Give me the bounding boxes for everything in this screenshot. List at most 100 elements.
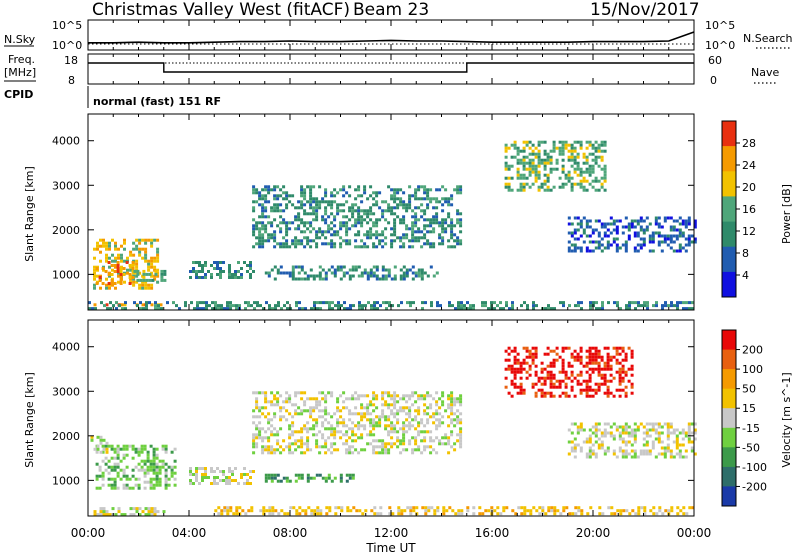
velocity-cell bbox=[279, 427, 283, 431]
velocity-cell bbox=[553, 506, 557, 510]
power-cell bbox=[646, 307, 649, 311]
power-cell bbox=[334, 304, 337, 308]
power-cell bbox=[189, 270, 192, 273]
power-cell bbox=[534, 173, 538, 177]
velocity-cell bbox=[276, 403, 280, 407]
power-cell bbox=[564, 173, 568, 177]
power-cell bbox=[522, 176, 526, 180]
power-cell bbox=[426, 188, 430, 192]
power-cell bbox=[687, 243, 691, 247]
velocity-cell bbox=[258, 427, 262, 431]
velocity-cell bbox=[624, 352, 628, 356]
velocity-cell bbox=[330, 430, 334, 434]
power-cell bbox=[331, 301, 334, 305]
power-cell bbox=[327, 215, 331, 219]
power-cell bbox=[411, 271, 415, 275]
velocity-cell bbox=[259, 509, 263, 513]
x-tick-label: 00:00 bbox=[677, 526, 712, 540]
power-cell bbox=[216, 273, 219, 276]
velocity-cell bbox=[666, 428, 670, 432]
velocity-cell bbox=[396, 409, 400, 413]
velocity-cell bbox=[516, 358, 520, 362]
power-cell bbox=[333, 271, 337, 275]
velocity-cell bbox=[549, 376, 553, 380]
power-cell bbox=[258, 242, 262, 246]
velocity-cell bbox=[534, 364, 538, 368]
velocity-cell bbox=[624, 370, 628, 374]
velocity-cell bbox=[567, 394, 571, 398]
power-cell bbox=[297, 227, 301, 231]
power-cell bbox=[552, 167, 556, 171]
power-cell bbox=[546, 155, 550, 159]
velocity-cell bbox=[606, 352, 610, 356]
velocity-cell bbox=[300, 391, 304, 395]
power-cell bbox=[378, 277, 382, 281]
power-cell bbox=[148, 272, 152, 276]
power-cell bbox=[561, 164, 565, 168]
velocity-cell bbox=[606, 346, 610, 350]
power-cell bbox=[310, 307, 313, 311]
power-cell bbox=[573, 249, 577, 253]
velocity-cell bbox=[603, 431, 607, 435]
power-cell bbox=[522, 185, 526, 189]
velocity-cell bbox=[639, 452, 643, 456]
velocity-cell bbox=[345, 448, 349, 452]
velocity-cell bbox=[570, 364, 574, 368]
velocity-cell bbox=[354, 448, 358, 452]
velocity-cell bbox=[573, 355, 577, 359]
power-cell bbox=[444, 221, 448, 225]
velocity-cell bbox=[435, 436, 439, 440]
power-cell bbox=[267, 233, 271, 237]
velocity-cell bbox=[597, 437, 601, 441]
velocity-cell bbox=[642, 425, 646, 429]
power-cell bbox=[348, 242, 352, 246]
velocity-cell bbox=[666, 443, 670, 447]
velocity-cell bbox=[466, 506, 470, 510]
power-cell bbox=[336, 206, 340, 210]
power-cell bbox=[384, 268, 388, 272]
power-cell bbox=[411, 277, 415, 281]
velocity-cell bbox=[502, 506, 506, 510]
power-cell bbox=[592, 301, 595, 305]
power-cell bbox=[570, 188, 574, 192]
velocity-cell bbox=[315, 421, 319, 425]
power-cell bbox=[282, 245, 286, 249]
velocity-cell bbox=[128, 444, 132, 448]
power-cell bbox=[369, 230, 373, 234]
velocity-cell bbox=[261, 406, 265, 410]
power-cell bbox=[406, 301, 409, 305]
velocity-cell bbox=[589, 506, 593, 510]
power-cell bbox=[96, 274, 99, 278]
power-cell bbox=[447, 239, 451, 243]
velocity-cell bbox=[588, 352, 592, 356]
power-cell bbox=[315, 236, 319, 240]
power-cell bbox=[381, 239, 385, 243]
power-cell bbox=[342, 271, 346, 275]
velocity-cell bbox=[522, 367, 526, 371]
power-cell bbox=[637, 304, 640, 308]
power-cell bbox=[558, 152, 562, 156]
power-cell bbox=[252, 224, 256, 228]
velocity-cell bbox=[267, 400, 271, 404]
velocity-cell bbox=[146, 471, 150, 475]
velocity-cell bbox=[155, 477, 159, 481]
velocity-cell bbox=[387, 406, 391, 410]
velocity-cell bbox=[366, 406, 370, 410]
power-cell bbox=[214, 304, 217, 308]
velocity-cell bbox=[300, 445, 304, 449]
velocity-cell bbox=[603, 391, 607, 395]
velocity-cell bbox=[255, 391, 259, 395]
power-cell bbox=[348, 277, 352, 281]
power-cell bbox=[258, 227, 262, 231]
power-cell bbox=[552, 149, 556, 153]
power-cell bbox=[528, 158, 532, 162]
power-cell bbox=[603, 164, 607, 168]
power-cell bbox=[309, 197, 313, 201]
power-cell bbox=[348, 194, 352, 198]
power-cell bbox=[117, 280, 120, 284]
velocity-cell bbox=[522, 388, 526, 392]
power-cell bbox=[580, 307, 583, 311]
velocity-cell bbox=[303, 403, 307, 407]
power-cell bbox=[216, 267, 219, 270]
power-cell bbox=[246, 270, 249, 273]
